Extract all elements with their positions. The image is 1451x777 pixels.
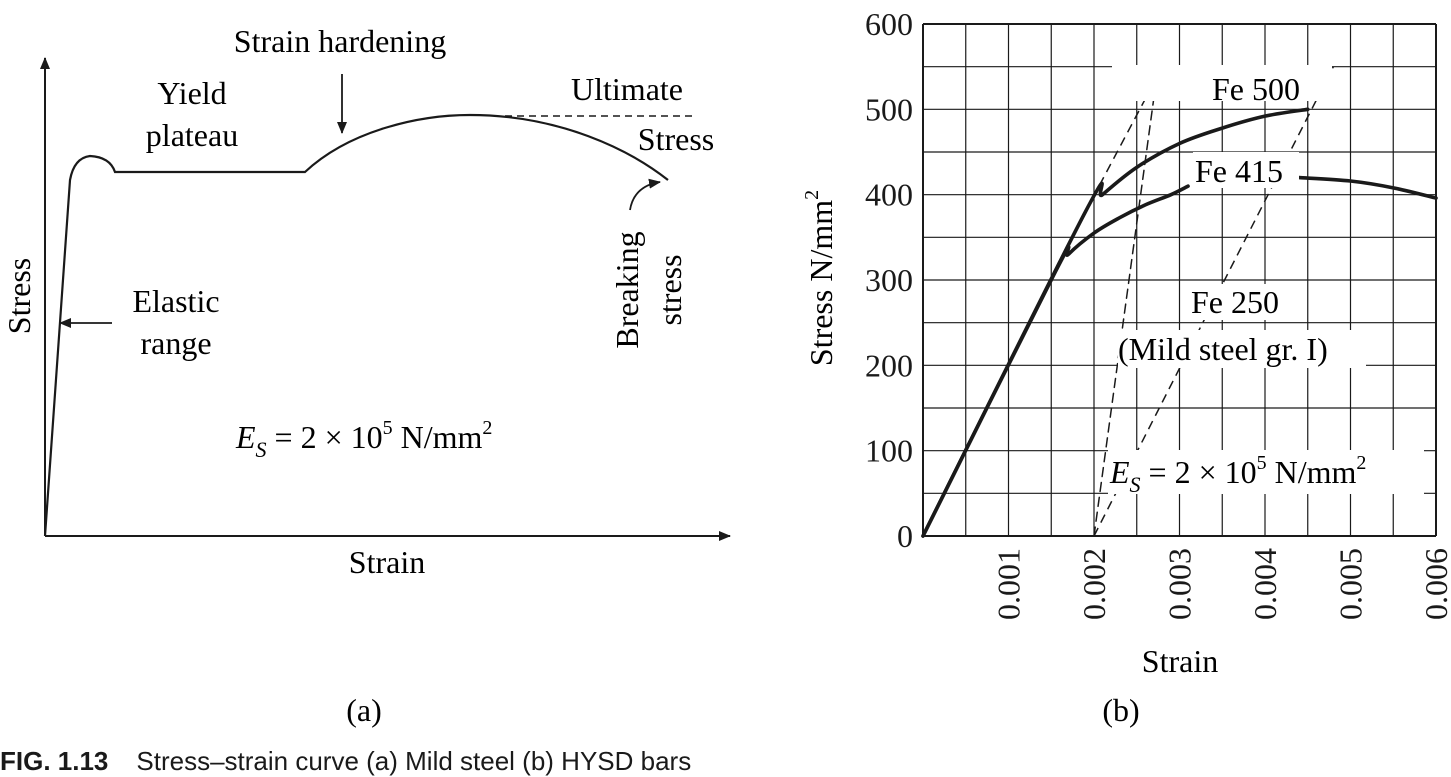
- panel-b-x-axis-label: Strain: [1142, 643, 1218, 679]
- ultimate-label-line1: Ultimate: [571, 71, 683, 107]
- yield-label-line2: plateau: [146, 117, 238, 153]
- y-tick-label: 300: [865, 262, 913, 298]
- breaking-label-line2: stress: [652, 254, 688, 325]
- x-tick-label: 0.001: [991, 548, 1027, 620]
- fe415-label: Fe 415: [1195, 153, 1283, 189]
- panel-a-mild-steel-curve: Strain hardening Yield plateau Ultimate …: [1, 23, 730, 728]
- yield-label-line1: Yield: [157, 75, 226, 111]
- fe500-label: Fe 500: [1212, 71, 1300, 107]
- y-tick-label: 600: [865, 6, 913, 42]
- breaking-stress-arrow: [630, 182, 660, 210]
- panel-b-hysd-chart: 0 100 200 300 400 500 600 0.001 0.002 0.003 0.004…: [801, 6, 1451, 728]
- mild-steel-label: (Mild steel gr. I): [1118, 331, 1328, 367]
- panel-a-label: (a): [346, 692, 382, 728]
- chart-x-ticks: 0.001 0.002 0.003 0.004 0.005 0.006: [991, 548, 1451, 620]
- x-tick-label: 0.002: [1076, 548, 1112, 620]
- x-tick-label: 0.005: [1333, 548, 1369, 620]
- panel-b-label: (b): [1102, 692, 1139, 728]
- panel-a-modulus-label: ES = 2 × 105 N/mm2: [235, 417, 492, 462]
- x-tick-label: 0.003: [1162, 548, 1198, 620]
- strain-hardening-label: Strain hardening: [234, 23, 446, 59]
- elastic-label-line1: Elastic: [132, 283, 219, 319]
- fe250-label: Fe 250: [1191, 284, 1279, 320]
- panel-a-stress-strain-curve: [45, 115, 668, 536]
- figure-caption: FIG. 1.13 Stress–strain curve (a) Mild st…: [0, 746, 691, 777]
- y-tick-label: 400: [865, 177, 913, 213]
- x-tick-label: 0.006: [1418, 548, 1451, 620]
- chart-y-ticks: 0 100 200 300 400 500 600: [865, 6, 913, 554]
- y-tick-label: 500: [865, 91, 913, 127]
- breaking-label-line1: Breaking: [609, 231, 645, 348]
- elastic-label-line2: range: [140, 325, 211, 361]
- y-tick-label: 100: [865, 433, 913, 469]
- figure-caption-text: Stress–strain curve (a) Mild steel (b) H…: [136, 746, 691, 776]
- x-tick-label: 0.004: [1247, 548, 1283, 620]
- y-tick-label: 0: [897, 518, 913, 554]
- panel-b-y-axis-label: Stress N/mm2: [801, 190, 839, 366]
- y-tick-label: 200: [865, 347, 913, 383]
- figure-number: FIG. 1.13: [0, 746, 108, 776]
- panel-a-x-axis-label: Strain: [349, 544, 425, 580]
- panel-a-y-axis-label: Stress: [1, 258, 37, 334]
- ultimate-label-line2: Stress: [638, 121, 714, 157]
